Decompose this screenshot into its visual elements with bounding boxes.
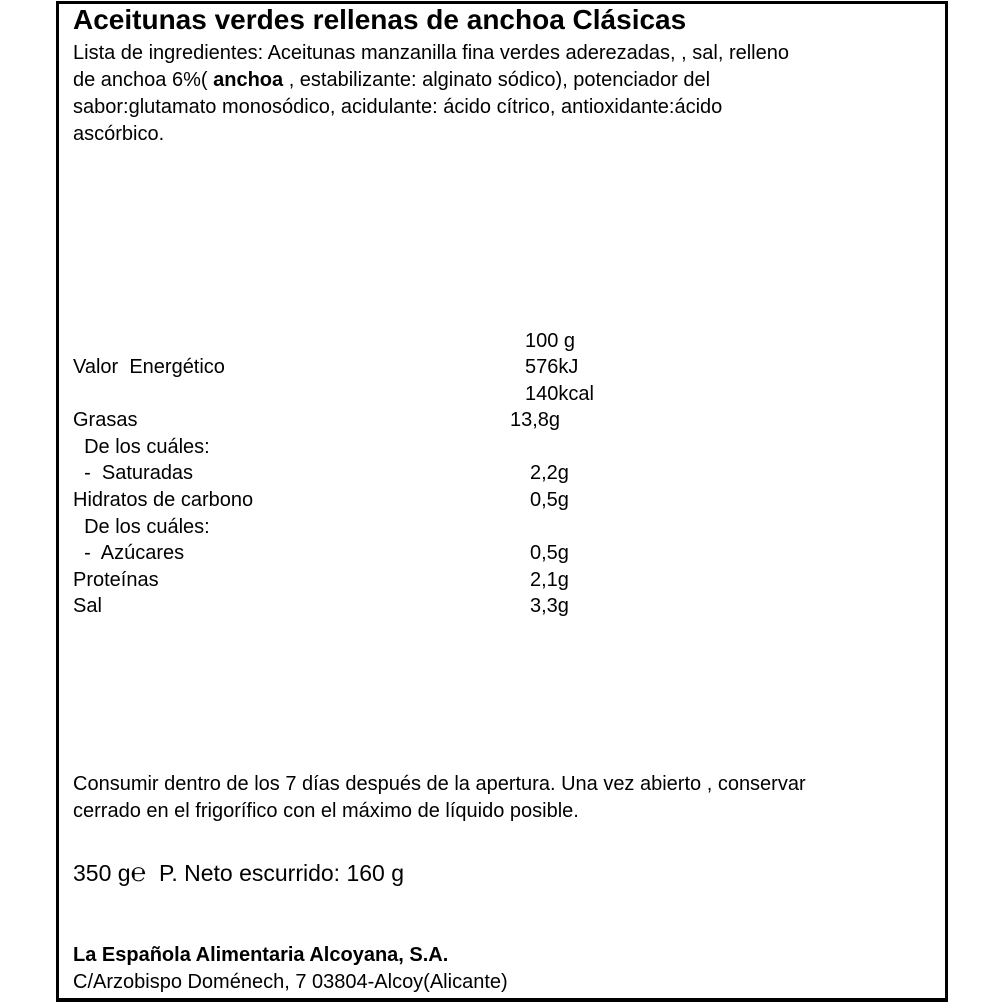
nutrition-value: 2,1g bbox=[530, 568, 569, 591]
nutrition-label: Grasas bbox=[73, 409, 138, 432]
nutrition-label: De los cuáles: bbox=[73, 515, 210, 538]
nutrition-value: 3,3g bbox=[530, 595, 569, 618]
nutrition-label: - Saturadas bbox=[73, 462, 194, 485]
nutrition-label: De los cuáles: bbox=[73, 435, 210, 458]
nutrition-label: Valor Energético bbox=[73, 356, 225, 378]
company-name: La Española Alimentaria Alcoyana, S.A. bbox=[73, 944, 449, 966]
ingredients-line: ascórbico. bbox=[73, 123, 165, 145]
weight-line: 350 g℮ P. Neto escurrido: 160 g bbox=[73, 860, 404, 886]
nutrition-value: 576kJ bbox=[525, 356, 579, 378]
nutrition-label: Sal bbox=[73, 595, 102, 618]
drained-weight: P. Neto escurrido: 160 g bbox=[158, 860, 405, 886]
storage-line: cerrado en el frigorífico con el máximo … bbox=[73, 800, 579, 822]
allergen-anchoa: anchoa bbox=[213, 69, 284, 91]
storage-line: Consumir dentro de los 7 días después de… bbox=[73, 773, 806, 795]
product-title: Aceitunas verdes rellenas de anchoa Clás… bbox=[73, 4, 687, 35]
ingredients-text: , estabilizante: alginato sódico), poten… bbox=[283, 69, 711, 91]
nutrition-value: 2,2g bbox=[530, 462, 569, 485]
nutrition-label: Hidratos de carbono bbox=[73, 489, 254, 511]
ingredients-line: Lista de ingredientes: Aceitunas manzani… bbox=[73, 42, 789, 64]
net-weight: 350 g bbox=[73, 860, 131, 886]
nutrition-header: 100 g bbox=[525, 330, 576, 352]
nutrition-label: - Azúcares bbox=[73, 542, 185, 565]
nutrition-value: 0,5g bbox=[530, 489, 569, 511]
nutrition-value: 0,5g bbox=[530, 542, 569, 565]
nutrition-value: 140kcal bbox=[525, 382, 594, 405]
estimated-sign-icon: ℮ bbox=[130, 858, 147, 888]
company-address: C/Arzobispo Doménech, 7 03804-Alcoy(Alic… bbox=[73, 971, 508, 993]
ingredients-line: de anchoa 6%( anchoa , estabilizante: al… bbox=[73, 70, 710, 90]
nutrition-value: 13,8g bbox=[510, 409, 561, 432]
ingredients-line: sabor:glutamato monosódico, acidulante: … bbox=[73, 96, 723, 118]
nutrition-label: Proteínas bbox=[73, 568, 159, 591]
ingredients-text: de anchoa 6%( bbox=[73, 69, 214, 91]
